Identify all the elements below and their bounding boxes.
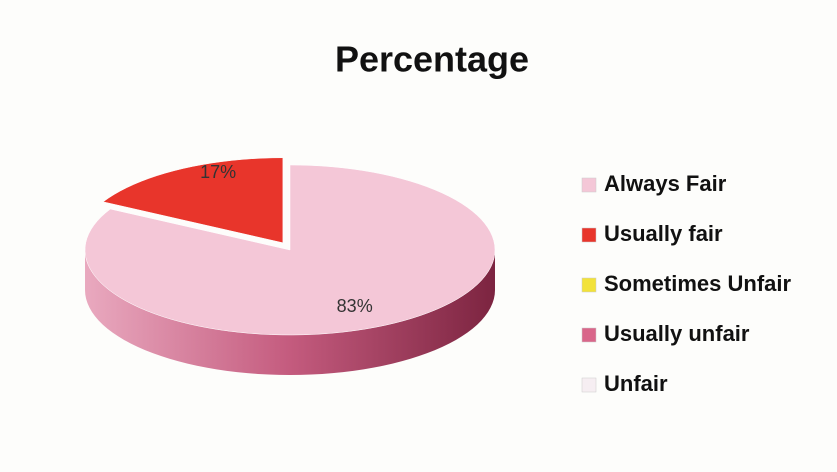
legend-swatch bbox=[581, 227, 597, 243]
chart-title: Percentage bbox=[335, 39, 529, 80]
legend-swatch bbox=[581, 277, 597, 293]
legend-swatch bbox=[581, 377, 597, 393]
legend-swatch bbox=[581, 177, 597, 193]
legend-swatch bbox=[581, 327, 597, 343]
pie-slice bbox=[84, 164, 496, 336]
data-label: 17% bbox=[200, 162, 236, 182]
pie-slice-side bbox=[85, 250, 495, 375]
pie-slice bbox=[102, 157, 284, 244]
legend-label: Usually fair bbox=[604, 221, 723, 246]
legend-label: Always Fair bbox=[604, 171, 727, 196]
legend-label: Sometimes Unfair bbox=[604, 271, 791, 296]
legend-label: Usually unfair bbox=[604, 321, 750, 346]
data-label: 83% bbox=[337, 296, 373, 316]
legend-label: Unfair bbox=[604, 371, 668, 396]
